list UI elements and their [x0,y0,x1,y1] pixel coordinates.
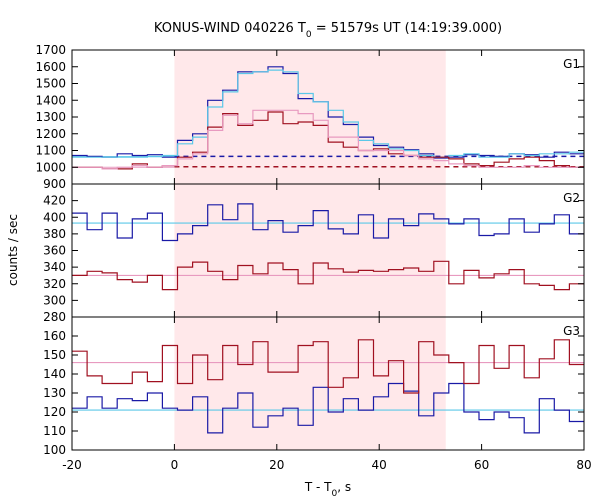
panel-g2-y-tick-label: 300 [43,293,66,307]
panel-g3-series-1 [72,339,584,394]
chart-title: KONUS-WIND 040226 T0 = 51579s UT (14:19:… [154,21,502,40]
panel-g3-frame [71,316,585,451]
burst-interval-band [174,50,446,450]
panel-g2-series-0 [72,203,584,242]
panel-g3-y-tick-label: 100 [43,443,66,457]
panel-g1-y-tick-label: 1500 [35,77,66,91]
panel-g2-y-tick-label: 380 [43,227,66,241]
panel-g2-y-tick-label: 320 [43,277,66,291]
panel-g3-y-tick-label: 160 [43,329,66,343]
panel-g3-y-tick-label: 110 [43,424,66,438]
panel-g2-y-tick-label: 400 [43,210,66,224]
panel-g1-series-0 [72,66,584,159]
x-axis-label: T - T0, s [304,480,351,499]
panel-g2-y-tick-label: 280 [43,310,66,324]
panel-g1-y-tick-label: 1100 [35,144,66,158]
panel-g1-y-tick-label: 900 [43,177,66,191]
x-tick-label: 80 [576,458,591,472]
panel-g3-y-tick-label: 120 [43,405,66,419]
panel-g1-y-tick-label: 1600 [35,60,66,74]
panel-g2-y-tick-label: 360 [43,244,66,258]
panel-g1-y-tick-label: 1700 [35,43,66,57]
panel-g3-y-tick-label: 150 [43,348,66,362]
panel-g3-series-0 [72,382,584,434]
panel-g2-y-tick-label: 340 [43,260,66,274]
panel-g1-series-3 [72,109,584,170]
y-axis-label: counts / sec [6,214,20,286]
panel-g2-series-1 [72,260,584,291]
panels-group: 900 1000 1100 1200 1300 1400 1500 1600 1700 G1 280… [35,43,585,457]
x-tick-label: 60 [474,458,489,472]
panel-g3-y-tick-label: 130 [43,386,66,400]
panel-g1-label: G1 [563,57,580,71]
panel-g3-plot [72,339,584,434]
panel-g1-series-1 [72,69,584,158]
panel-g1-y-tick-label: 1000 [35,160,66,174]
panel-g1-plot [72,66,584,170]
panel-g2-y-tick-label: 420 [43,194,66,208]
x-axis: -20 0 20 40 60 80 [62,458,591,472]
panel-g1-y-tick-label: 1200 [35,127,66,141]
x-tick-label: 40 [372,458,387,472]
panel-g2-plot [72,203,584,291]
panel-g1-y-tick-label: 1300 [35,110,66,124]
x-tick-label: 0 [171,458,179,472]
panel-g3-y-tick-label: 140 [43,367,66,381]
panel-g2-label: G2 [563,191,580,205]
panel-g1-y-tick-label: 1400 [35,93,66,107]
x-tick-label: 20 [269,458,284,472]
panel-g3-label: G3 [563,324,580,338]
x-tick-label: -20 [62,458,82,472]
